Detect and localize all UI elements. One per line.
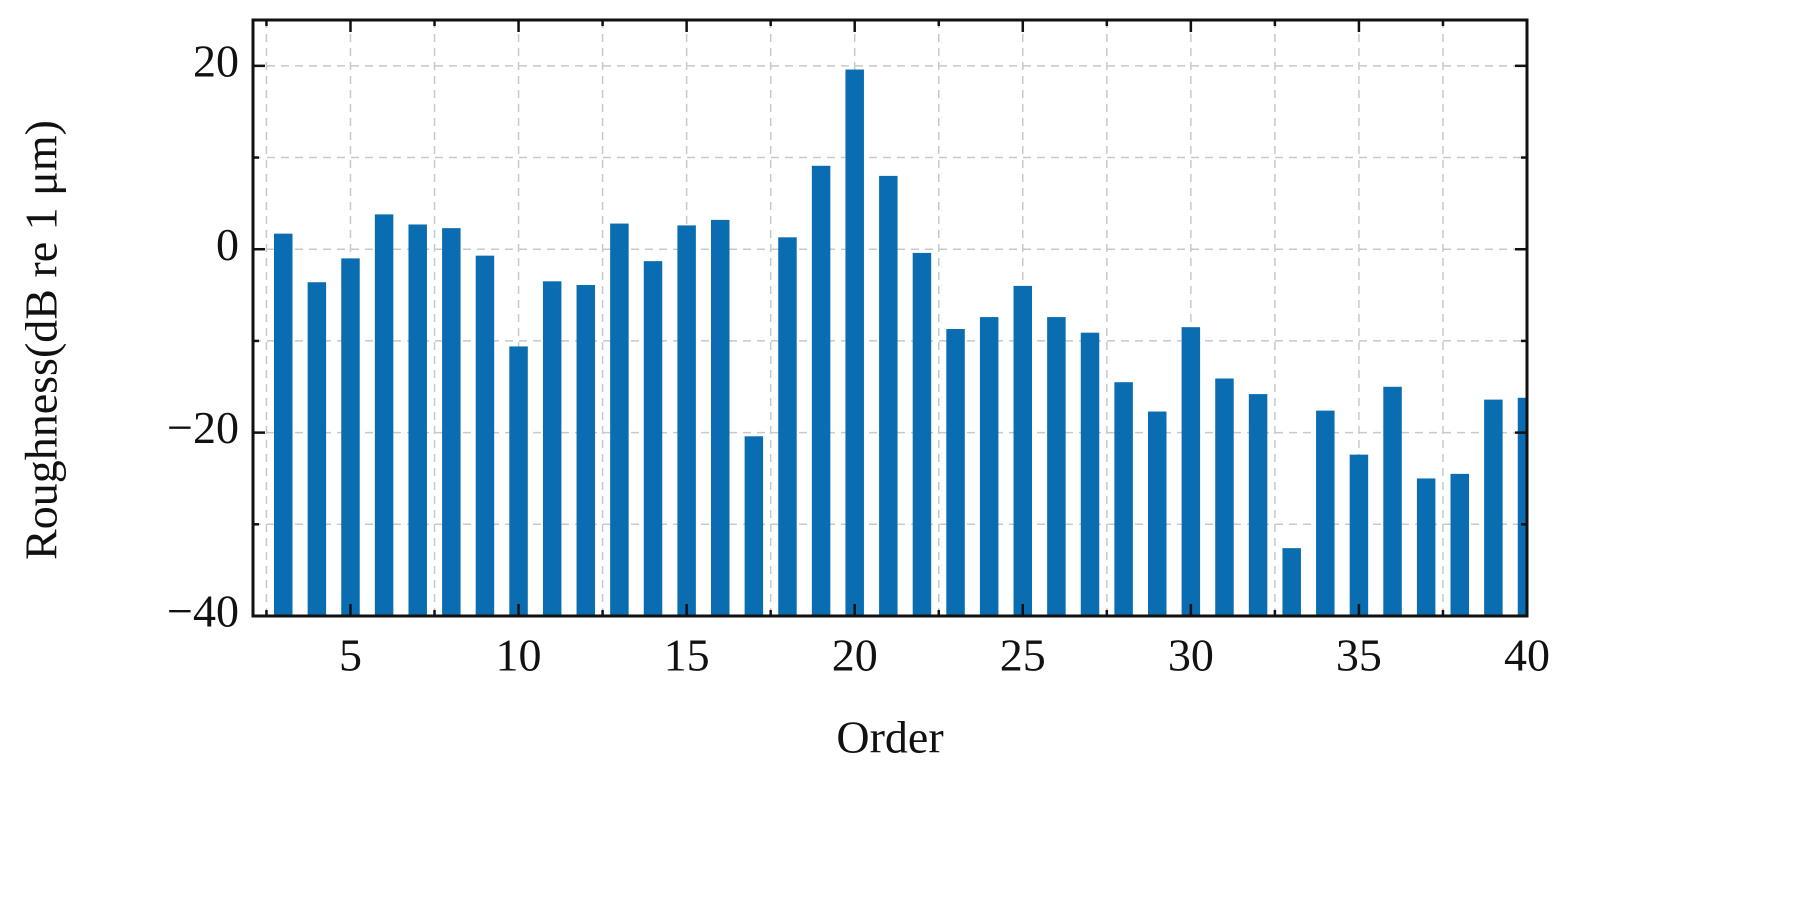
- y-tick-label: 0: [216, 219, 239, 270]
- bar: [1181, 327, 1201, 616]
- bar: [1450, 473, 1470, 616]
- x-tick-label: 40: [1504, 630, 1550, 681]
- bar: [1416, 478, 1436, 616]
- bar: [643, 261, 663, 616]
- x-tick-label: 10: [496, 630, 542, 681]
- bar: [542, 281, 562, 616]
- bar: [509, 346, 528, 616]
- bar: [1248, 394, 1268, 616]
- bar: [811, 165, 831, 616]
- x-tick-label: 15: [664, 630, 710, 681]
- bar: [1215, 378, 1234, 616]
- x-tick-label: 30: [1168, 630, 1214, 681]
- bars: [274, 69, 1527, 616]
- x-tick-label: 20: [832, 630, 878, 681]
- bar: [274, 233, 293, 616]
- bar: [1013, 285, 1033, 616]
- bar: [475, 255, 495, 616]
- bar: [1080, 332, 1100, 616]
- x-tick-label: 25: [1000, 630, 1046, 681]
- bar: [946, 329, 965, 616]
- bar: [1316, 410, 1335, 616]
- bar: [744, 436, 764, 616]
- bar: [1349, 454, 1369, 616]
- y-axis-label: Roughness(dB re 1 μm): [16, 120, 67, 560]
- bar: [711, 219, 730, 616]
- bar: [408, 224, 427, 616]
- x-tick-label: 35: [1336, 630, 1382, 681]
- bar: [1383, 386, 1402, 616]
- bar: [576, 284, 596, 616]
- bar: [1484, 399, 1503, 616]
- bar: [307, 282, 327, 616]
- bar: [1147, 411, 1167, 616]
- bar: [677, 225, 696, 616]
- x-tick-label: 5: [339, 630, 362, 681]
- bar: [1517, 397, 1527, 616]
- y-tick-label: 20: [193, 35, 239, 86]
- bar: [1047, 317, 1066, 616]
- plot-frame: [251, 18, 1529, 618]
- bar: [1114, 382, 1133, 616]
- bar: [341, 258, 360, 616]
- bar: [1282, 548, 1301, 616]
- y-tick-label: −20: [167, 402, 239, 453]
- bar: [610, 223, 629, 616]
- bar: [778, 237, 797, 616]
- bar: [845, 69, 864, 616]
- bar: [442, 228, 461, 616]
- bar: [879, 175, 898, 616]
- bar: [912, 252, 932, 616]
- y-tick-label: −40: [167, 586, 239, 637]
- bar: [374, 214, 394, 616]
- bar: [979, 317, 999, 616]
- x-axis-label: Order: [836, 712, 943, 763]
